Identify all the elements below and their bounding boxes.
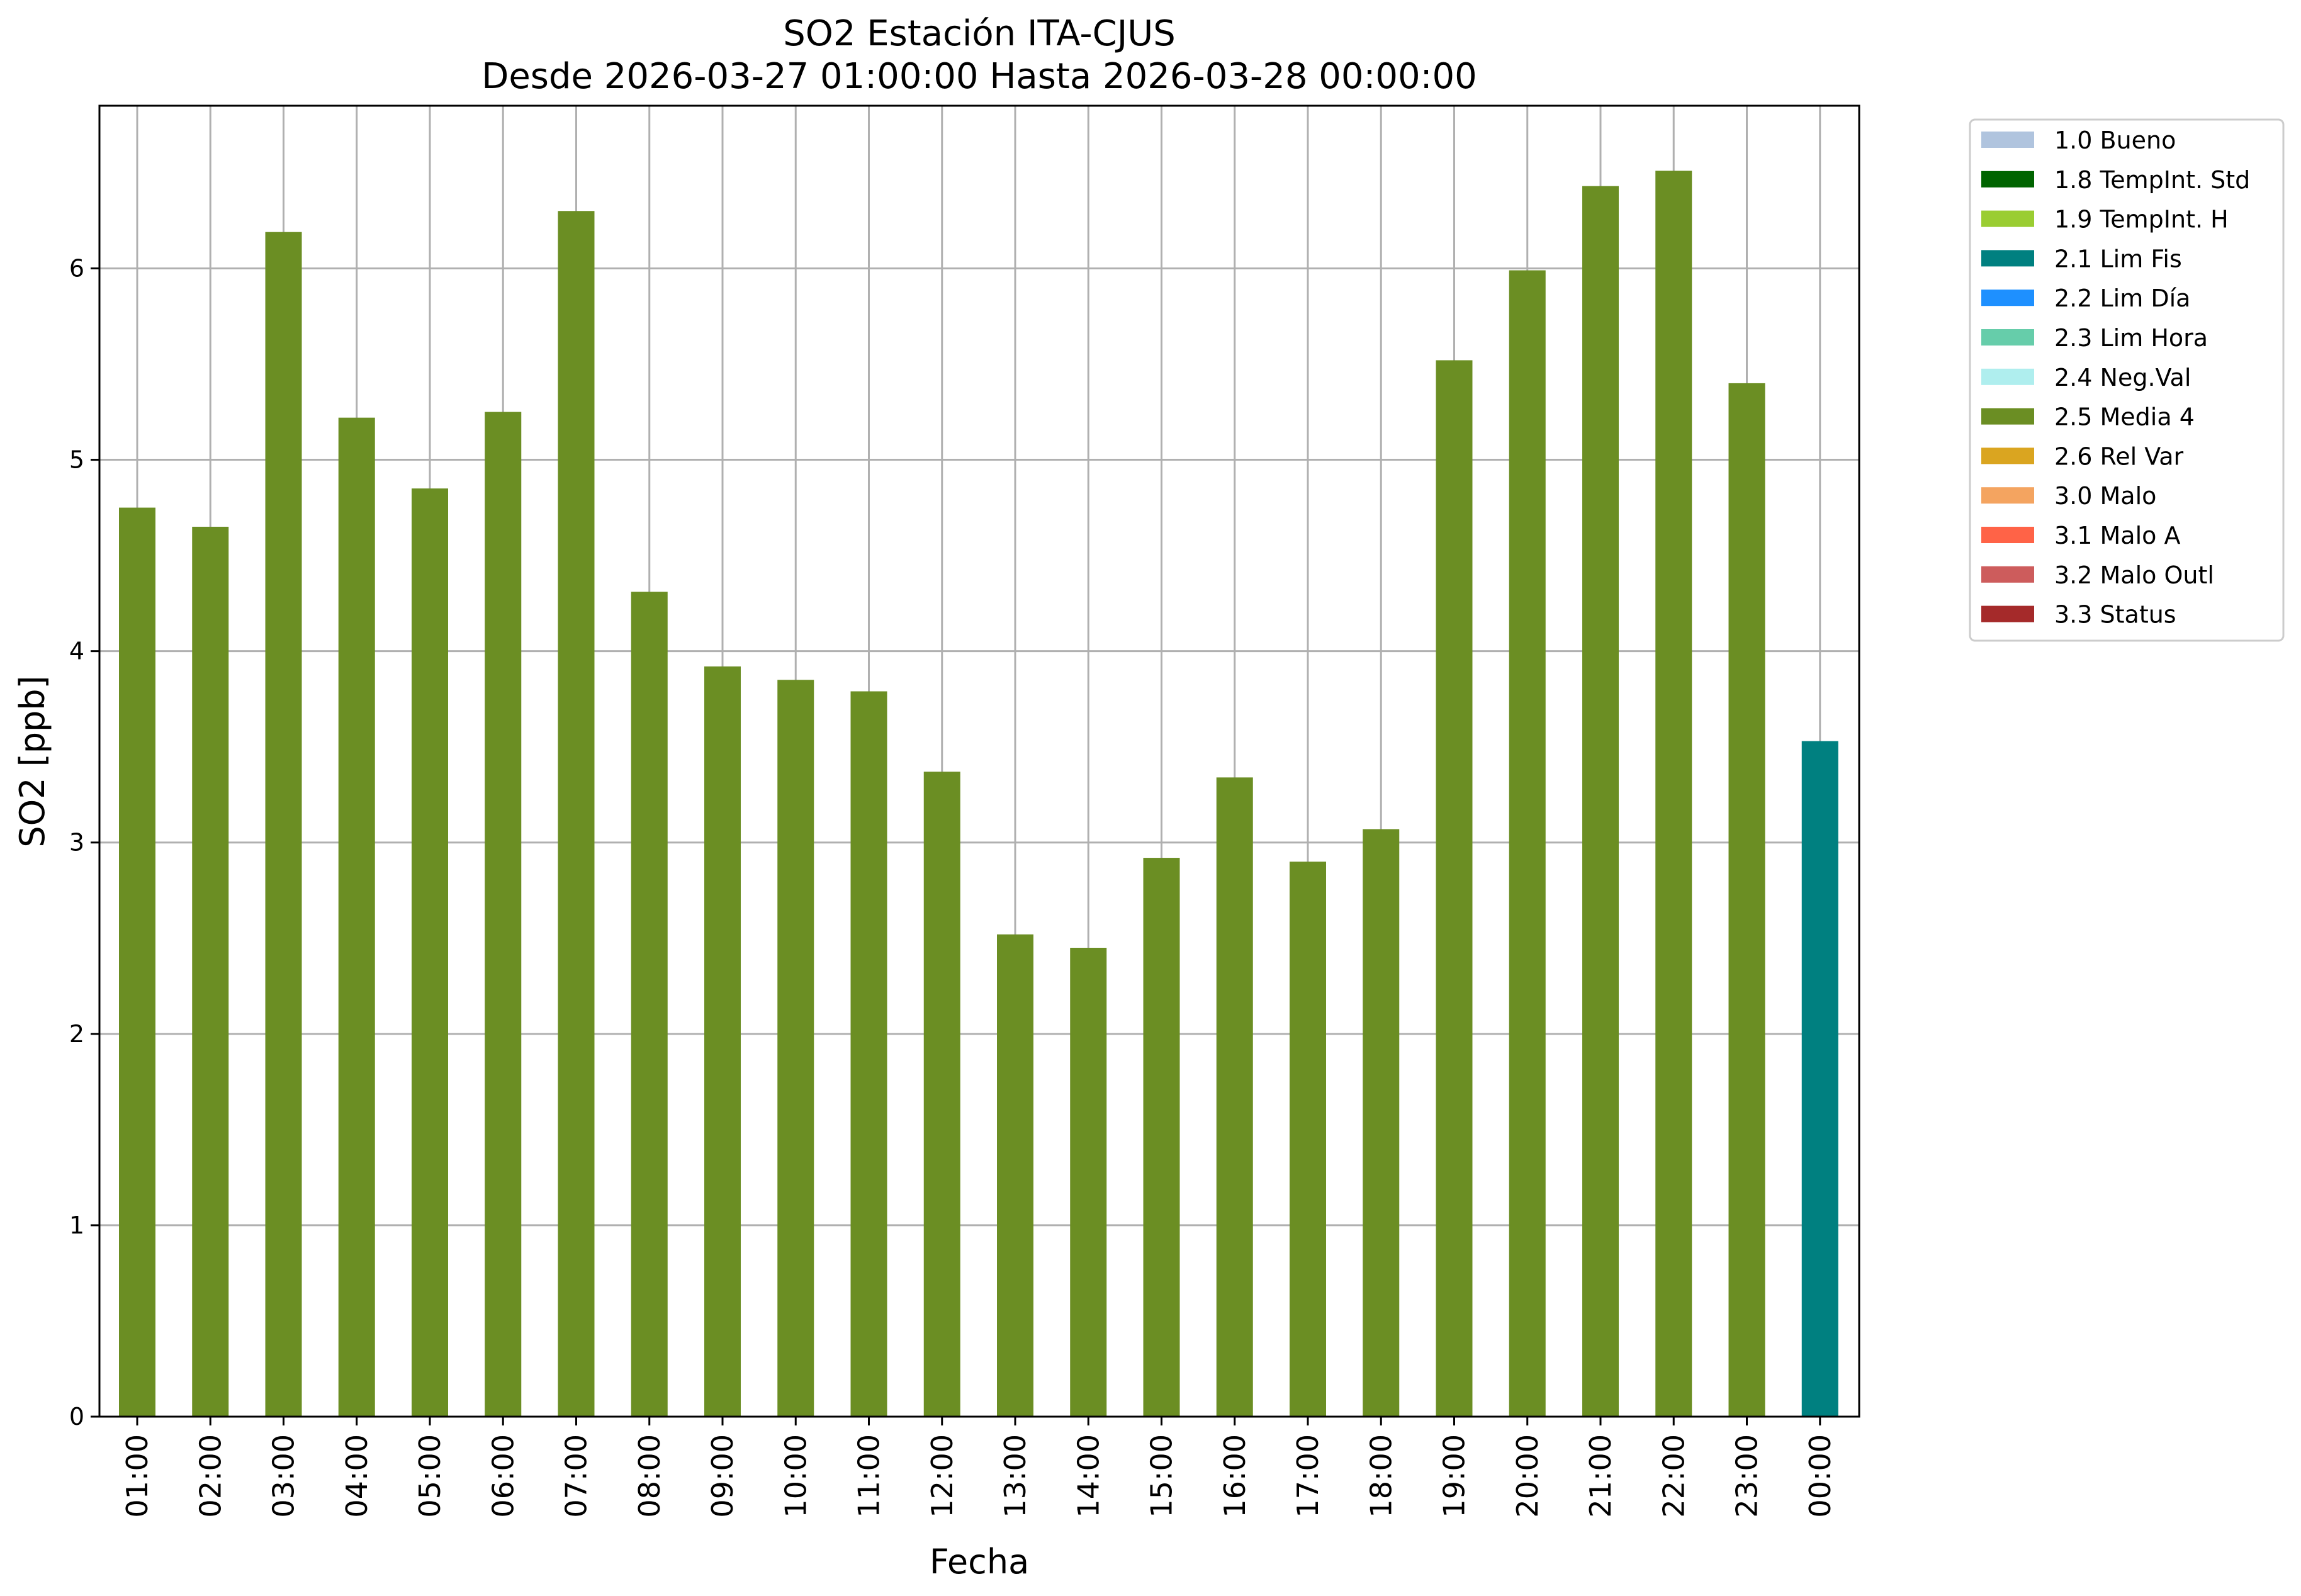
y-tick-label: 3 [69,829,84,857]
bar-2000 [1509,270,1546,1417]
legend: 1.0 Bueno 1.8 TempInt. Std 1.9 TempInt. H 2… [1969,118,2285,642]
bar-0900 [704,666,741,1417]
legend-swatch [1981,447,2034,464]
x-axis-label: Fecha [930,1542,1029,1582]
legend-entry-label: 2.5 Media 4 [2054,403,2195,431]
legend-swatch [1981,368,2034,385]
bar-1300 [997,934,1033,1417]
legend-swatch [1981,408,2034,425]
bar-0300 [265,232,302,1417]
y-tick-label: 5 [69,446,84,474]
x-tick-label: 22:00 [1657,1434,1691,1518]
x-tick-label: 13:00 [998,1434,1032,1518]
legend-swatch [1981,566,2034,583]
x-tick-label: 02:00 [193,1434,227,1518]
x-tick-label: 01:00 [120,1434,154,1518]
legend-swatch [1981,289,2034,306]
x-tick-label: 04:00 [340,1434,374,1518]
bar-1900 [1436,360,1473,1417]
x-tick-label: 16:00 [1218,1434,1252,1518]
x-tick-label: 05:00 [413,1434,447,1518]
legend-swatch [1981,171,2034,188]
bar-0200 [192,526,229,1417]
bar-1200 [923,772,960,1417]
legend-entry-label: 2.3 Lim Hora [2054,324,2208,352]
legend-entry-label: 1.0 Bueno [2054,126,2176,154]
y-axis-label: SO2 [ppb] [13,675,52,847]
legend-entry-label: 2.1 Lim Fis [2054,245,2182,273]
x-tick-label: 12:00 [925,1434,959,1518]
x-tick-label: 10:00 [779,1434,813,1518]
y-tick-label: 2 [69,1020,84,1048]
bar-0600 [485,412,522,1417]
chart-title: SO2 Estación ITA-CJUS [783,13,1176,54]
x-tick-label: 17:00 [1291,1434,1325,1518]
bar-1600 [1216,777,1253,1417]
bar-1100 [850,691,887,1417]
legend-swatch [1981,250,2034,267]
x-tick-label: 11:00 [852,1434,886,1518]
x-tick-label: 00:00 [1803,1434,1837,1518]
legend-entry-label: 3.1 Malo A [2054,522,2180,549]
legend-swatch [1981,527,2034,543]
x-tick-label: 14:00 [1071,1434,1105,1518]
legend-entry-label: 2.4 Neg.Val [2054,364,2191,391]
x-tick-label: 08:00 [633,1434,667,1518]
bars [119,171,1838,1417]
bar-2200 [1655,171,1692,1417]
legend-entry-label: 2.6 Rel Var [2054,442,2184,470]
x-axis: 01:00 02:00 03:00 04:00 05:00 06:00 07:00 08:00… [120,1417,1837,1518]
bar-1500 [1143,858,1180,1417]
plot-frame [98,104,1860,1418]
bar-2300 [1728,383,1765,1417]
y-tick-label: 1 [69,1211,84,1239]
y-tick-label: 4 [69,638,84,665]
bar-1700 [1290,862,1326,1417]
x-tick-label: 19:00 [1437,1434,1471,1518]
legend-swatch [1981,605,2034,622]
bar-1000 [777,680,814,1417]
bar-0800 [631,592,668,1417]
legend-swatch [1981,329,2034,346]
y-axis: 0 1 2 3 4 5 6 [69,254,99,1430]
x-tick-label: 23:00 [1730,1434,1764,1518]
x-tick-label: 03:00 [267,1434,301,1518]
bar-0000 [1801,741,1838,1417]
bar-1800 [1363,829,1400,1417]
legend-swatch [1981,210,2034,227]
legend-swatch [1981,132,2034,148]
bar-0400 [338,417,375,1417]
x-tick-label: 09:00 [706,1434,740,1518]
legend-swatch [1981,487,2034,504]
legend-entry-label: 1.9 TempInt. H [2054,206,2229,233]
x-tick-label: 18:00 [1364,1434,1398,1518]
legend-entry-label: 3.3 Status [2054,601,2176,629]
legend-entry-label: 2.2 Lim Día [2054,284,2190,312]
chart-subtitle: Desde 2026-03-27 01:00:00 Hasta 2026-03-… [481,56,1477,97]
bar-0500 [412,488,448,1417]
x-tick-label: 06:00 [486,1434,520,1518]
bar-0700 [558,211,595,1417]
legend-entry-label: 3.0 Malo [2054,482,2156,510]
legend-entry-label: 1.8 TempInt. Std [2054,166,2250,194]
bar-2100 [1582,186,1619,1417]
bar-1400 [1070,947,1107,1417]
y-tick-label: 0 [69,1403,84,1430]
legend-box [1969,118,2285,642]
x-tick-label: 07:00 [560,1434,594,1518]
legend-entry-label: 3.2 Malo Outl [2054,561,2214,589]
bar-0100 [119,507,155,1417]
y-tick-label: 6 [69,254,84,282]
x-tick-label: 20:00 [1511,1434,1544,1518]
x-tick-label: 15:00 [1145,1434,1179,1518]
x-tick-label: 21:00 [1584,1434,1617,1518]
